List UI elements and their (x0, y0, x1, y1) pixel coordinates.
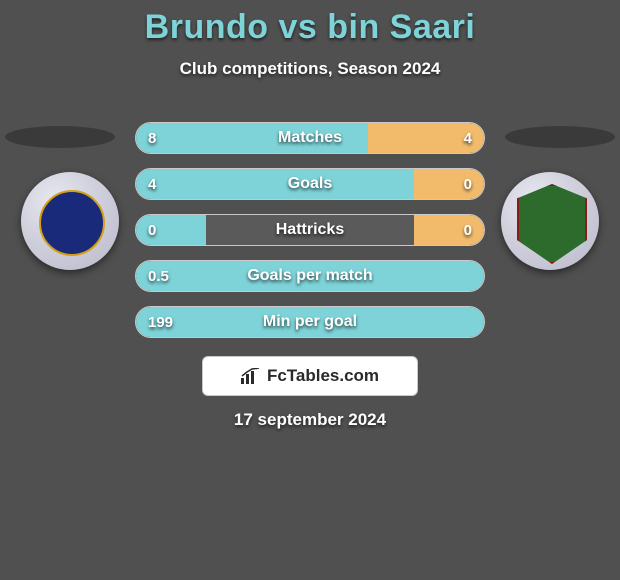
date-text: 17 september 2024 (0, 410, 620, 430)
stat-row: 4Goals0 (135, 168, 485, 200)
stat-value-right: 0 (464, 215, 472, 245)
stat-label: Hattricks (136, 215, 484, 245)
team-badge-left (21, 172, 119, 270)
stats-container: 8Matches44Goals00Hattricks00.5Goals per … (135, 122, 485, 352)
stat-label: Goals per match (136, 261, 484, 291)
shadow-right (505, 126, 615, 148)
brand-logo-text: FcTables.com (267, 366, 379, 386)
stat-row: 8Matches4 (135, 122, 485, 154)
stat-value-right: 4 (464, 123, 472, 153)
chart-icon (241, 368, 261, 384)
stat-label: Goals (136, 169, 484, 199)
stat-row: 0Hattricks0 (135, 214, 485, 246)
stat-label: Min per goal (136, 307, 484, 337)
page-subtitle: Club competitions, Season 2024 (0, 59, 620, 79)
page-title: Brundo vs bin Saari (0, 0, 620, 47)
team-badge-right (501, 172, 599, 270)
stat-label: Matches (136, 123, 484, 153)
stat-row: 0.5Goals per match (135, 260, 485, 292)
stat-row: 199Min per goal (135, 306, 485, 338)
stat-value-right: 0 (464, 169, 472, 199)
shadow-left (5, 126, 115, 148)
brand-logo-box[interactable]: FcTables.com (202, 356, 418, 396)
